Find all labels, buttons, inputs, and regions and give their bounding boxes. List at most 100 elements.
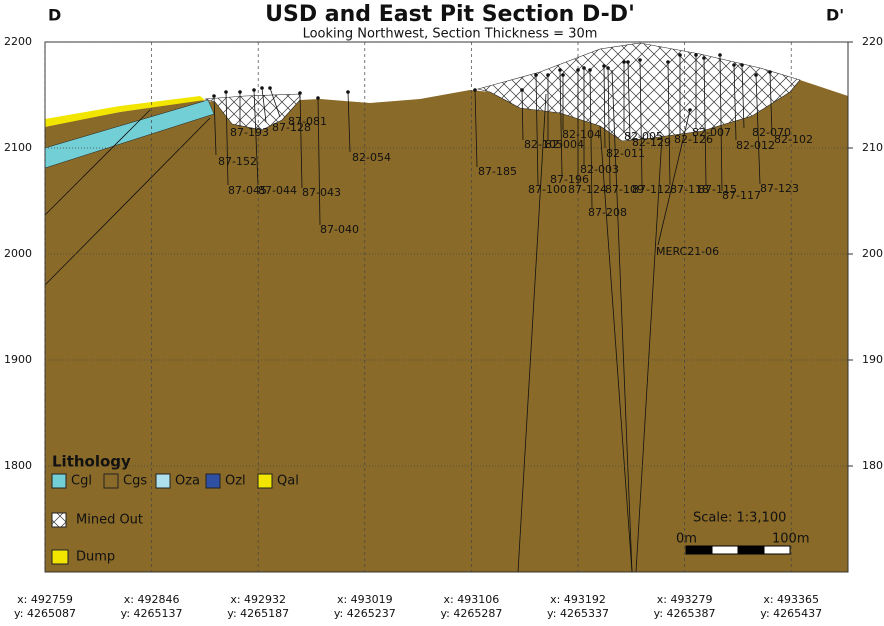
collar: [638, 58, 642, 62]
scale-bar: [711, 545, 739, 555]
drill-trace: [603, 65, 606, 149]
y2-tick-label: 220: [862, 35, 883, 48]
drill-trace: [607, 67, 611, 186]
dump: [45, 96, 205, 127]
collar: [588, 68, 592, 72]
legend-title: Lithology: [52, 453, 131, 471]
collar: [558, 68, 562, 72]
legend-swatch: [51, 512, 67, 528]
hole-label: MERC21-06: [656, 245, 719, 258]
hole-label: 82-011: [606, 147, 645, 160]
drill-trace: [703, 57, 707, 186]
hole-label: 87-081: [288, 115, 327, 128]
collar: [298, 91, 302, 95]
collar: [561, 73, 565, 77]
hole-label: 87-040: [320, 223, 359, 236]
fault: [635, 135, 663, 573]
drill-trace: [627, 61, 631, 139]
y2-tick-label: 200: [862, 247, 883, 260]
end-label: D: [48, 6, 61, 25]
hole-label: 87-115: [698, 183, 737, 196]
hole-label: 82-104: [562, 128, 601, 141]
legend-label: Cgs: [123, 474, 147, 489]
collar: [238, 90, 242, 94]
collar: [666, 60, 670, 64]
collar: [534, 73, 538, 77]
legend-swatch: [51, 473, 67, 489]
mined-out: [204, 93, 301, 131]
hole-label: 82-012: [736, 139, 775, 152]
collar: [224, 90, 228, 94]
hole-label: 87-118: [670, 183, 709, 196]
coord-y: y: 4265387: [654, 607, 716, 620]
scale-bar: [685, 545, 713, 555]
collar: [316, 96, 320, 100]
drill-trace: [741, 64, 745, 129]
collar: [582, 66, 586, 70]
coord-x: x: 493019: [337, 593, 393, 606]
drill-trace: [639, 59, 643, 186]
coord-x: x: 492846: [124, 593, 180, 606]
drill-trace: [719, 54, 723, 192]
drill-trace: [347, 91, 351, 153]
hole-label: 87-100: [528, 183, 567, 196]
fault: [517, 93, 547, 573]
drill-trace: [269, 87, 281, 118]
legend-label: Mined Out: [76, 513, 143, 528]
fault: [599, 125, 633, 573]
cgs-unit: [45, 80, 848, 572]
collar: [678, 53, 682, 57]
coord-x: x: 492932: [230, 593, 286, 606]
collar: [688, 108, 692, 112]
drill-trace: [299, 92, 303, 189]
hole-label: 82-004: [545, 138, 584, 151]
collar: [718, 53, 722, 57]
legend-swatch: [257, 473, 273, 489]
scale-bar: [737, 545, 765, 555]
y-tick-label: 1800: [4, 459, 32, 472]
title: USD and East Pit Section D-D': [265, 2, 635, 27]
legend-label: Oza: [175, 474, 200, 489]
drill-trace: [521, 89, 524, 141]
collar: [754, 73, 758, 77]
collar: [602, 64, 606, 68]
hole-label: 82-105: [524, 138, 563, 151]
drill-trace: [474, 89, 478, 168]
legend-swatch: [155, 473, 171, 489]
y-tick-label: 2200: [4, 35, 32, 48]
legend-label: Cgl: [71, 474, 92, 489]
scale-label: Scale: 1:3,100: [693, 511, 786, 526]
hole-label: 82-054: [352, 151, 391, 164]
hole-label: 87-045: [228, 184, 267, 197]
coord-y: y: 4265137: [121, 607, 183, 620]
hole-label: 87-193: [230, 126, 269, 139]
legend-label: Ozl: [225, 474, 246, 489]
coord-y: y: 4265287: [440, 607, 502, 620]
hole-label: 87-044: [258, 184, 297, 197]
hole-label: 82-003: [580, 163, 619, 176]
legend-label: Dump: [76, 550, 115, 565]
collar: [268, 86, 272, 90]
coord-x: x: 493192: [550, 593, 606, 606]
hole-label: 87-124: [568, 183, 607, 196]
y2-tick-label: 190: [862, 353, 883, 366]
hole-label: 82-129: [632, 136, 671, 149]
hole-label: 87-208: [588, 206, 627, 219]
drill-trace: [755, 74, 761, 185]
drill-trace: [225, 91, 229, 186]
collar: [694, 53, 698, 57]
hole-label: 82-102: [774, 133, 813, 146]
drill-trace: [733, 64, 737, 141]
drill-trace: [261, 87, 267, 123]
hole-label: 87-128: [272, 121, 311, 134]
hole-label: 82-005: [624, 130, 663, 143]
drill-trace: [213, 95, 217, 156]
drill-trace: [769, 71, 773, 136]
hole-label: 82-070: [752, 126, 791, 139]
collar: [768, 70, 772, 74]
y-tick-label: 2000: [4, 247, 32, 260]
hole-label: 87-117: [722, 189, 761, 202]
legend-swatch: [103, 473, 119, 489]
hole-label: 87-152: [218, 155, 257, 168]
collar: [260, 86, 264, 90]
